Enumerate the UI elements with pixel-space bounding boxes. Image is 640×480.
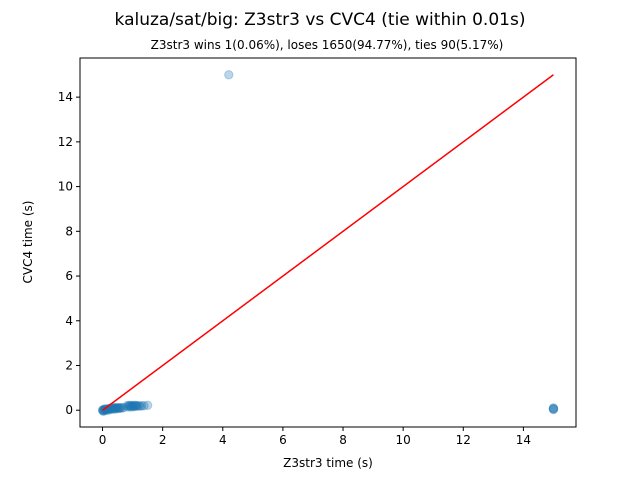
- data-point: [112, 402, 122, 413]
- y-tick-label: 2: [65, 359, 73, 373]
- data-point: [548, 403, 559, 414]
- data-point: [115, 403, 125, 413]
- data-point: [124, 400, 134, 411]
- y-tick-label: 6: [65, 269, 73, 283]
- data-point: [136, 401, 147, 411]
- data-point: [130, 400, 140, 411]
- data-point: [123, 402, 133, 412]
- data-point: [106, 404, 117, 414]
- data-point: [117, 403, 127, 413]
- data-point: [122, 401, 132, 411]
- x-tick-label: 8: [339, 433, 347, 447]
- y-axis-label: CVC4 time (s): [21, 201, 35, 284]
- y-tick-label: 12: [58, 135, 73, 149]
- x-tick-label: 14: [516, 433, 531, 447]
- data-point: [113, 403, 123, 413]
- y-tick-label: 4: [65, 314, 73, 328]
- data-point: [100, 405, 111, 415]
- data-point: [127, 401, 138, 411]
- data-point: [133, 401, 144, 411]
- data-points: [97, 70, 559, 417]
- data-point: [548, 404, 559, 415]
- x-tick-label: 4: [219, 433, 227, 447]
- data-point: [108, 404, 118, 415]
- y-axis: 0 2 4 6 8 10 12 14: [58, 90, 80, 417]
- chart-title: kaluza/sat/big: Z3str3 vs CVC4 (tie with…: [115, 10, 526, 30]
- y-tick-label: 0: [65, 403, 73, 417]
- data-point: [109, 403, 120, 414]
- y-tick-label: 8: [65, 224, 73, 238]
- data-point: [118, 402, 129, 413]
- x-tick-label: 2: [159, 433, 167, 447]
- data-point: [548, 404, 559, 414]
- y-tick-label: 10: [58, 180, 73, 194]
- x-tick-label: 10: [396, 433, 411, 447]
- chart-subtitle: Z3str3 wins 1(0.06%), loses 1650(94.77%)…: [151, 38, 504, 52]
- x-axis-label: Z3str3 time (s): [283, 456, 373, 470]
- data-point: [112, 403, 123, 413]
- data-point: [142, 400, 153, 411]
- x-tick-label: 6: [279, 433, 287, 447]
- data-point: [131, 401, 142, 411]
- data-point: [132, 401, 142, 411]
- data-point: [98, 406, 109, 417]
- data-point: [127, 400, 137, 411]
- data-point: [110, 403, 120, 413]
- data-point: [548, 403, 559, 413]
- data-point: [139, 401, 149, 411]
- data-point: [124, 401, 135, 411]
- data-point: [128, 401, 139, 411]
- diagonal-line: [102, 74, 554, 411]
- x-tick-label: 0: [99, 433, 107, 447]
- x-axis: 0 2 4 6 8 10 12 14: [99, 427, 531, 447]
- x-tick-label: 12: [456, 433, 471, 447]
- data-point: [125, 401, 136, 411]
- data-point: [99, 405, 110, 416]
- data-point: [135, 401, 145, 411]
- y-tick-label: 14: [58, 90, 73, 104]
- data-point: [130, 401, 141, 411]
- data-point: [114, 403, 124, 414]
- data-point: [126, 402, 136, 412]
- data-point: [129, 401, 139, 412]
- data-point: [111, 404, 121, 414]
- data-point: [115, 402, 126, 413]
- data-point: [109, 402, 119, 413]
- data-point: [224, 70, 234, 80]
- data-point: [107, 403, 118, 413]
